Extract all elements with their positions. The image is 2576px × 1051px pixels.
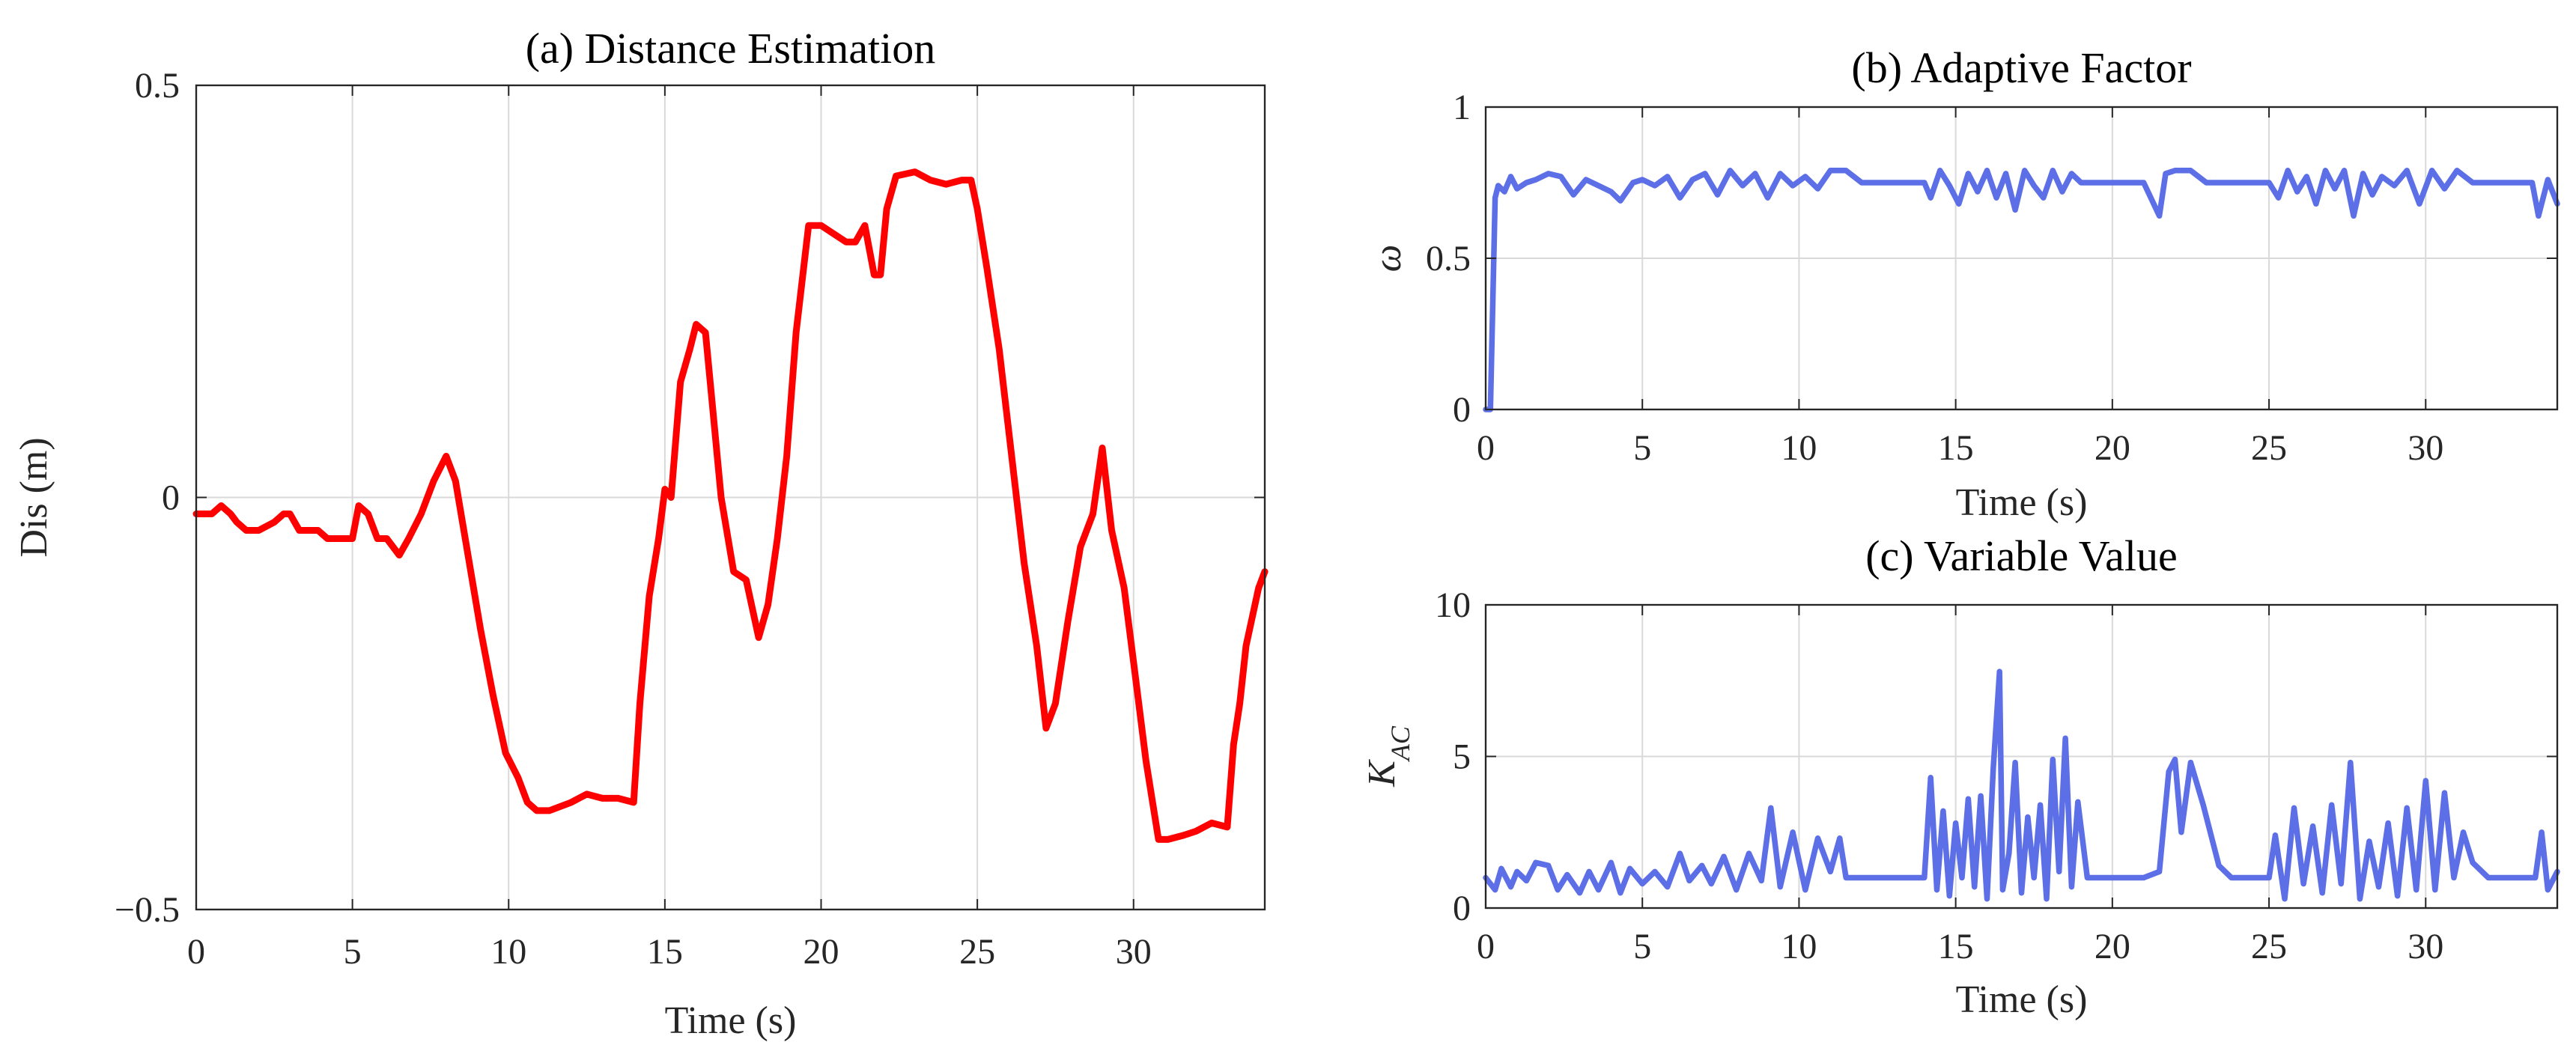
y-tick-label: −0.5: [115, 890, 180, 930]
x-tick-label: 15: [647, 932, 683, 972]
chart-title-c: (c) Variable Value: [1865, 531, 2178, 580]
x-tick-label: 5: [1633, 927, 1651, 966]
y-axis-label-c: KAC: [1361, 725, 1415, 788]
x-tick-label: 20: [804, 932, 839, 972]
y-tick-label: 5: [1453, 737, 1471, 777]
x-tick-label: 10: [1781, 428, 1817, 468]
series-line-c: [1483, 668, 2560, 902]
x-tick-label: 30: [2408, 428, 2443, 468]
x-tick-label: 0: [1477, 428, 1495, 468]
panel-a-distance-estimation: 0 5 10 15 20 25 30−0.500.5(a) Distance Estimat…: [13, 24, 1269, 1042]
x-axis-label-a: Time (s): [665, 999, 797, 1042]
panel-c-variable-value: 0 5 10 15 20 25 30 0 5 10 (c) Variable Value Time (…: [1361, 531, 2560, 1021]
x-tick-label: 10: [1781, 927, 1817, 966]
x-tick-label: 25: [959, 932, 995, 972]
y-tick-label: 0.5: [1426, 239, 1471, 278]
x-tick-label: 5: [1633, 428, 1651, 468]
x-tick-label: 30: [1116, 932, 1152, 972]
y-axis-label-a: Dis (m): [13, 437, 55, 557]
y-tick-label: 0: [1453, 889, 1471, 928]
y-tick-label: 0: [1453, 390, 1471, 430]
y-tick-label: 0.5: [135, 66, 180, 106]
y-tick-label: 10: [1435, 585, 1471, 625]
series-line-b: [1483, 168, 2560, 412]
x-tick-label: 0: [187, 932, 205, 972]
x-tick-label: 15: [1938, 428, 1974, 468]
y-tick-label: 1: [1453, 88, 1471, 127]
chart-title-b: (b) Adaptive Factor: [1851, 43, 2191, 92]
x-tick-label: 30: [2408, 927, 2443, 966]
x-tick-label: 15: [1938, 927, 1974, 966]
y-tick-label: 0: [162, 478, 180, 518]
x-tick-label: 5: [344, 932, 362, 972]
series-line-a: [192, 168, 1269, 843]
x-axis-label-c: Time (s): [1956, 978, 2088, 1021]
chart-title-a: (a) Distance Estimation: [526, 24, 936, 73]
x-tick-label: 20: [2094, 428, 2130, 468]
x-tick-label: 25: [2251, 927, 2287, 966]
x-tick-label: 25: [2251, 428, 2287, 468]
x-tick-label: 0: [1477, 927, 1495, 966]
x-tick-label: 10: [490, 932, 526, 972]
y-axis-label-b: ω: [1367, 245, 1409, 272]
x-tick-label: 20: [2094, 927, 2130, 966]
y-axis-label-subscript: AC: [1385, 725, 1415, 762]
x-axis-label-b: Time (s): [1956, 481, 2088, 524]
panel-b-adaptive-factor: 0 5 10 15 20 25 30 0 0.5 1 (b) Adaptive Factor Time…: [1367, 43, 2560, 524]
